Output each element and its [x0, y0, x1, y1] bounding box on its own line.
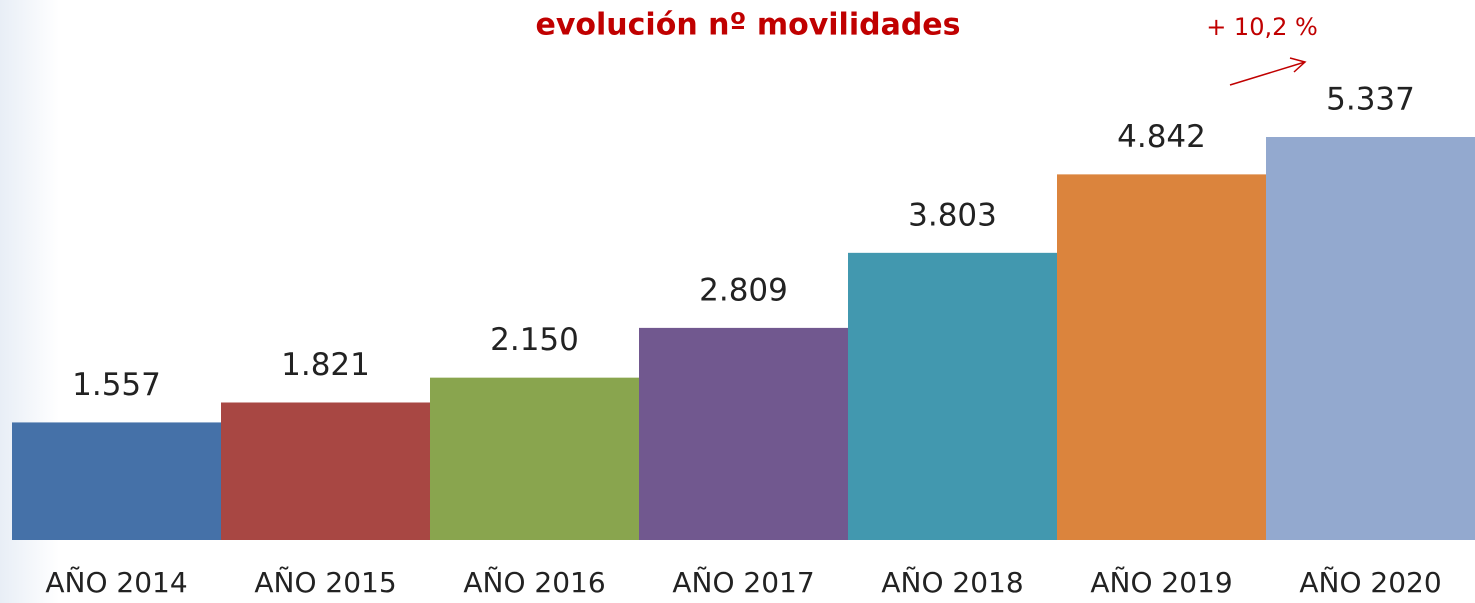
value-label: 3.803	[908, 197, 997, 233]
value-label: 1.557	[72, 367, 161, 403]
annotation: + 10,2 %	[1206, 13, 1318, 41]
x-tick-label: AÑO 2015	[254, 566, 396, 599]
bar	[848, 252, 1057, 540]
bar	[1266, 137, 1475, 540]
bar	[639, 327, 848, 540]
annotation-arrow	[1229, 57, 1307, 86]
bar	[1057, 174, 1266, 540]
x-tick-label: AÑO 2014	[45, 566, 187, 599]
x-tick-label: AÑO 2020	[1299, 566, 1441, 599]
x-tick-label: AÑO 2018	[881, 566, 1023, 599]
value-label: 2.150	[490, 322, 579, 358]
x-tick-label: AÑO 2019	[1090, 566, 1232, 599]
chart-title: evolución nº movilidades	[535, 8, 960, 43]
x-tick-label: AÑO 2017	[672, 566, 814, 599]
value-label: 4.842	[1117, 119, 1206, 155]
bar	[12, 422, 221, 540]
value-label: 1.821	[281, 347, 370, 383]
x-tick-label: AÑO 2016	[463, 566, 605, 599]
bar	[221, 402, 430, 540]
bar	[430, 377, 639, 540]
value-label: 5.337	[1326, 82, 1415, 118]
value-label: 2.809	[699, 272, 788, 308]
